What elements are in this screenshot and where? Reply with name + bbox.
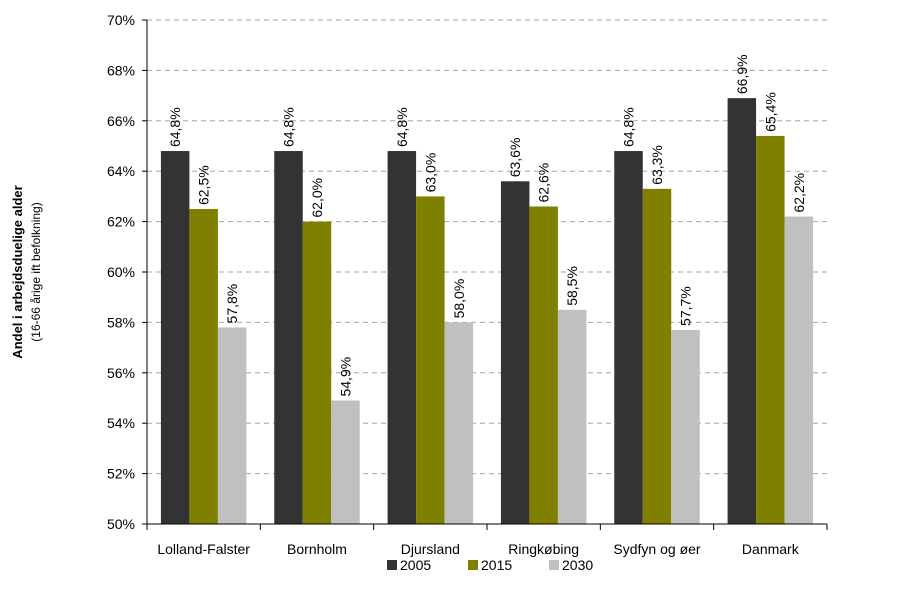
y-axis-title: Andel i arbejdsduelige alder (16-66 årig… (10, 185, 43, 358)
legend: 2005 2015 2030 (387, 557, 593, 573)
data-label: 63,6% (507, 138, 523, 178)
bar (302, 221, 332, 524)
data-label: 58,5% (564, 266, 580, 306)
bar (331, 400, 360, 524)
data-label: 57,8% (224, 284, 240, 324)
data-label: 63,0% (422, 153, 438, 193)
bar (557, 309, 587, 524)
y-tick-label: 58% (107, 314, 135, 330)
bar (387, 151, 417, 525)
bar (217, 327, 247, 524)
data-label: 65,4% (762, 92, 778, 132)
bar (416, 196, 445, 524)
data-label: 62,5% (196, 165, 212, 205)
data-label: 64,8% (394, 107, 410, 147)
legend-label: 2030 (562, 557, 593, 573)
data-label: 54,9% (338, 357, 354, 397)
data-labels: 64,8% 62,5% 57,8% 64,8% 62,0% 54,9% 64,8% 63,0%… (167, 54, 807, 396)
bar (274, 151, 303, 525)
data-label: 66,9% (734, 54, 750, 94)
data-label: 57,7% (678, 286, 694, 326)
legend-label: 2015 (481, 557, 512, 573)
y-tick-label: 66% (107, 113, 135, 129)
bar (671, 329, 700, 524)
data-label: 62,6% (536, 163, 552, 203)
data-label: 63,3% (649, 145, 665, 185)
y-tick-label: 56% (107, 365, 135, 381)
y-tick-label: 64% (107, 163, 135, 179)
bars (160, 98, 814, 525)
y-tick-label: 60% (107, 264, 135, 280)
x-tick-label: Danmark (742, 541, 800, 557)
y-tick-label: 62% (107, 214, 135, 230)
bar (727, 98, 757, 525)
data-label: 64,8% (167, 107, 183, 147)
data-label: 62,2% (791, 173, 807, 213)
bar (189, 209, 218, 524)
data-label: 64,8% (621, 107, 637, 147)
x-tick-label: Bornholm (287, 541, 347, 557)
bar (160, 151, 190, 525)
y-axis-label: Andel i arbejdsduelige alder (10, 185, 25, 358)
y-tick-label: 70% (107, 12, 135, 28)
x-tick-label: Lolland-Falster (157, 541, 250, 557)
x-tick-label: Djursland (401, 541, 460, 557)
bar (529, 206, 558, 525)
bar (756, 135, 785, 525)
bar (784, 216, 814, 524)
data-label: 64,8% (281, 107, 297, 147)
legend-swatch (549, 560, 559, 570)
legend-swatch (468, 560, 478, 570)
legend-label: 2005 (400, 557, 431, 573)
y-tick-label: 68% (107, 62, 135, 78)
y-tick-labels: 50% 52% 54% 56% 58% 60% 62% 64% 66% 68% 70% (107, 12, 135, 532)
bar (500, 181, 530, 524)
legend-swatch (387, 560, 397, 570)
axes (142, 19, 828, 530)
x-tick-labels: Lolland-Falster Bornholm Djursland Ringkøbi… (157, 541, 799, 557)
bar (642, 188, 672, 524)
bar (444, 322, 474, 524)
bar (614, 151, 643, 525)
y-axis-sublabel: (16-66 årige ift befolkning) (29, 202, 43, 341)
x-tick-label: Sydfyn og øer (613, 541, 700, 557)
y-tick-label: 50% (107, 516, 135, 532)
data-label: 58,0% (451, 279, 467, 319)
data-label: 62,0% (309, 178, 325, 218)
gridlines (147, 19, 827, 475)
y-tick-label: 52% (107, 466, 135, 482)
y-tick-label: 54% (107, 415, 135, 431)
x-tick-label: Ringkøbing (508, 541, 579, 557)
